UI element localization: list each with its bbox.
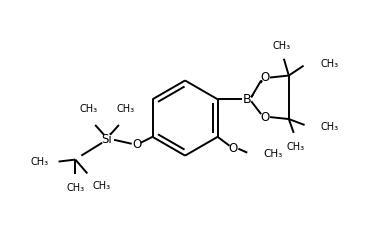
Text: O: O	[261, 110, 270, 123]
Text: O: O	[261, 71, 270, 84]
Text: O: O	[132, 138, 141, 151]
Text: B: B	[243, 93, 252, 106]
Text: CH₃: CH₃	[79, 104, 97, 114]
Text: CH₃: CH₃	[320, 122, 338, 132]
Text: CH₃: CH₃	[320, 59, 338, 69]
Text: CH₃: CH₃	[263, 149, 282, 159]
Text: CH₃: CH₃	[273, 41, 291, 51]
Text: CH₃: CH₃	[66, 183, 84, 193]
Text: O: O	[229, 142, 238, 155]
Text: Si: Si	[102, 133, 112, 146]
Text: CH₃: CH₃	[92, 181, 110, 191]
Text: CH₃: CH₃	[286, 142, 305, 152]
Text: CH₃: CH₃	[117, 104, 135, 114]
Text: CH₃: CH₃	[31, 156, 49, 167]
